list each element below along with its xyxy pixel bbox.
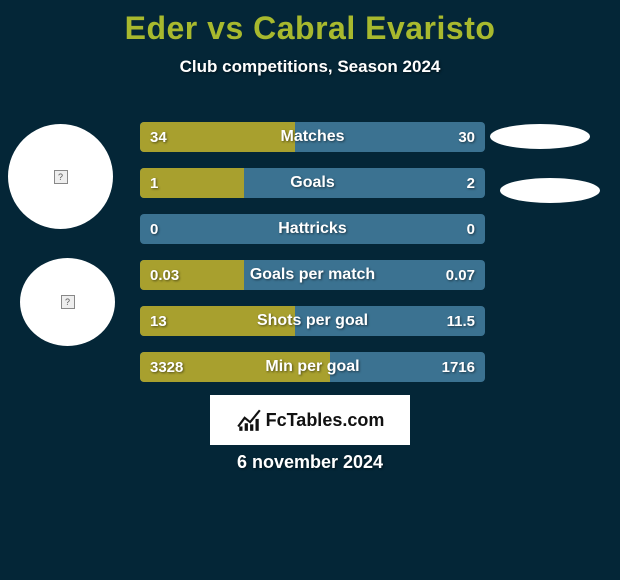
stat-label: Hattricks	[140, 214, 485, 244]
subtitle: Club competitions, Season 2024	[0, 57, 620, 77]
stat-row: 00Hattricks	[140, 214, 485, 244]
date-text: 6 november 2024	[0, 452, 620, 473]
team1-badge-placeholder	[490, 124, 590, 149]
stat-label: Goals per match	[140, 260, 485, 290]
comparison-infographic: Eder vs Cabral Evaristo Club competition…	[0, 0, 620, 580]
stat-row: 0.030.07Goals per match	[140, 260, 485, 290]
stat-label: Matches	[140, 122, 485, 152]
stat-row: 33281716Min per goal	[140, 352, 485, 382]
logo-text: FcTables.com	[266, 410, 385, 431]
page-title: Eder vs Cabral Evaristo	[0, 0, 620, 47]
stat-label: Shots per goal	[140, 306, 485, 336]
fctables-logo: FcTables.com	[210, 395, 410, 445]
stat-row: 12Goals	[140, 168, 485, 198]
stat-label: Goals	[140, 168, 485, 198]
stat-rows: 3430Matches 12Goals 00Hattricks 0.030.07Goa…	[140, 122, 485, 398]
stat-label: Min per goal	[140, 352, 485, 382]
broken-image-icon: ?	[61, 295, 75, 309]
stat-row: 1311.5Shots per goal	[140, 306, 485, 336]
broken-image-icon: ?	[54, 170, 68, 184]
chart-icon	[236, 407, 262, 433]
team2-badge-placeholder	[500, 178, 600, 203]
player1-avatar: ?	[8, 124, 113, 229]
player2-avatar: ?	[20, 258, 115, 346]
stat-row: 3430Matches	[140, 122, 485, 152]
